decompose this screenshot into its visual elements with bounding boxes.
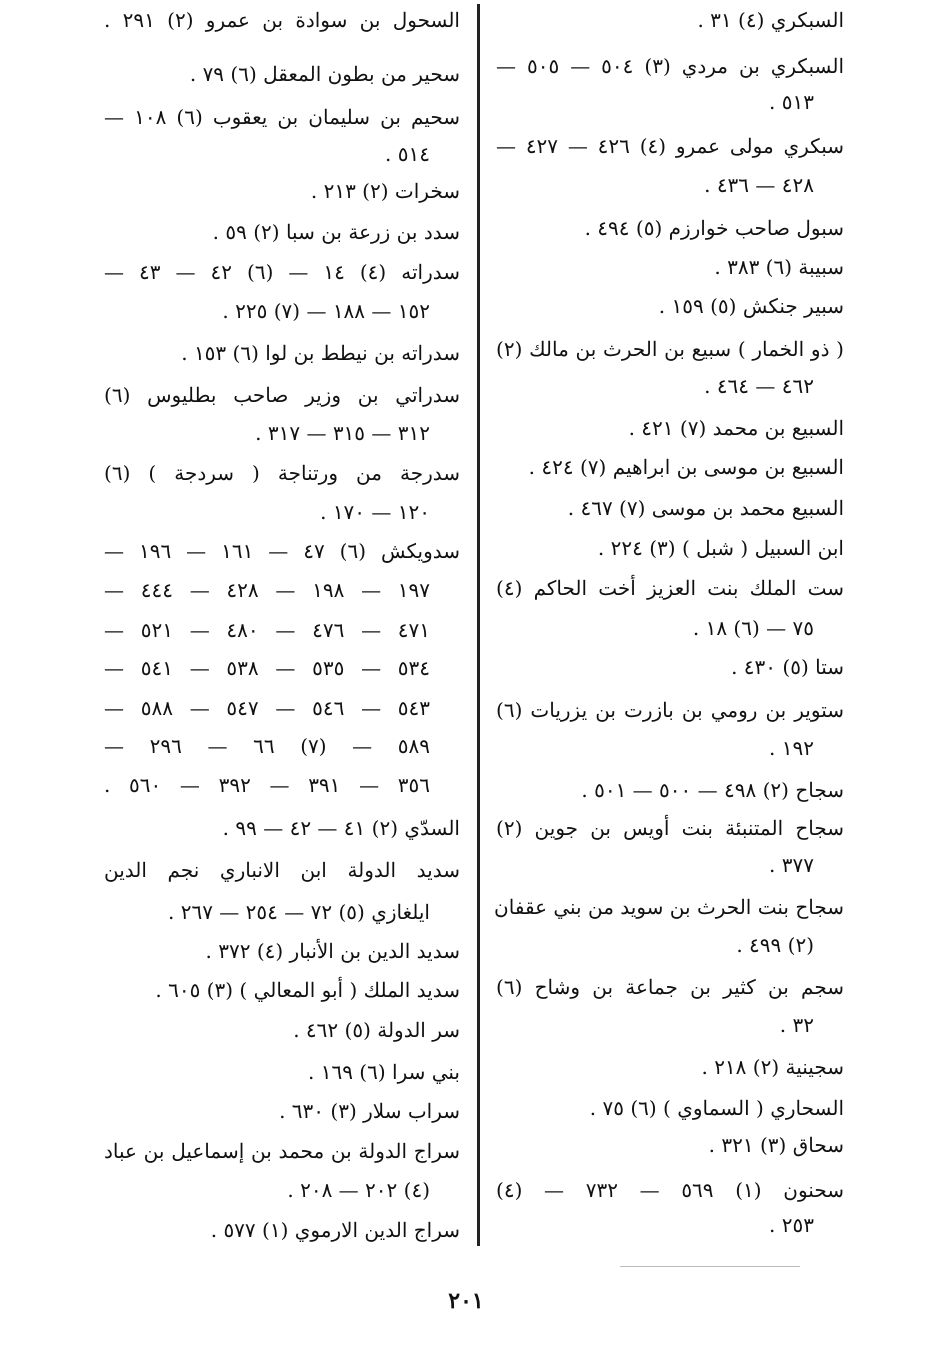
index-entry: سديد الدولة ابن الانباري نجم الدين xyxy=(104,858,460,882)
index-entry: سجاح المتنبئة بنت أويس بن جوين (٢) xyxy=(496,816,844,840)
index-entry-continuation: ٥٣٤ — ٥٣٥ — ٥٣٨ — ٥٤١ — xyxy=(104,656,431,680)
index-entry-continuation: ٢٥٣ . xyxy=(769,1213,814,1237)
index-entry: السبيع بن محمد (٧) ٤٢١ . xyxy=(628,416,844,440)
index-entry: سراج الدولة بن محمد بن إسماعيل بن عباد xyxy=(104,1139,460,1163)
index-entry-continuation: ٤٢٨ — ٤٣٦ . xyxy=(704,173,814,197)
index-entry: سجاح بنت الحرث بن سويد من بني عقفان xyxy=(494,895,844,919)
index-entry-continuation: ٤٧١ — ٤٧٦ — ٤٨٠ — ٥٢١ — xyxy=(104,618,431,642)
index-entry: ابن السبيل ( شبل ) (٣) ٢٢٤ . xyxy=(597,536,844,560)
index-entry: السبكري بن مردي (٣) ٥٠٤ — ٥٠٥ — xyxy=(496,54,845,78)
index-entry: ستوير بن رومي بن بازرت بن يزريات (٦) xyxy=(496,698,844,722)
index-entry-continuation: ٣٥٦ — ٣٩١ — ٣٩٢ — ٥٦٠ . xyxy=(104,773,430,797)
index-entry: سحنون (١) ٥٦٩ — ٧٣٢ — (٤) xyxy=(496,1178,844,1202)
column-divider xyxy=(477,4,480,1246)
index-entry: السبكري (٤) ٣١ . xyxy=(697,8,844,32)
index-entry: سبول صاحب خوارزم (٥) ٤٩٤ . xyxy=(584,216,844,240)
index-entry-continuation: ٥١٣ . xyxy=(769,90,814,114)
index-entry: سبير جنكش (٥) ١٥٩ . xyxy=(658,294,844,318)
index-entry: سديد الملك ( أبو المعالي ) (٣) ٦٠٥ . xyxy=(155,978,460,1002)
index-entry: السدّي (٢) ٤١ — ٤٢ — ٩٩ . xyxy=(222,816,460,840)
index-entry: السحاري ( السماوي ) (٦) ٧٥ . xyxy=(589,1096,844,1120)
index-entry-continuation: ٥١٤ . xyxy=(385,142,430,166)
index-entry-continuation: ١٥٢ — ١٨٨ — (٧) ٢٢٥ . xyxy=(222,299,430,323)
index-entry: سبيبة (٦) ٣٨٣ . xyxy=(714,255,844,279)
index-column-left: السحول بن سوادة بن عمرو (٢) ٢٩١ . سحير من… xyxy=(104,0,460,1260)
index-entry-continuation: ١٢٠ — ١٧٠ . xyxy=(320,500,430,524)
index-entry: السبيع محمد بن موسى (٧) ٤٦٧ . xyxy=(567,496,844,520)
index-entry: سراب سلار (٣) ٦٣٠ . xyxy=(279,1099,460,1123)
index-entry-continuation: ١٩٢ . xyxy=(769,736,814,760)
index-entry: بني سرا (٦) ١٦٩ . xyxy=(307,1060,460,1084)
index-entry: سر الدولة (٥) ٤٦٢ . xyxy=(293,1018,460,1042)
footer-rule xyxy=(620,1266,800,1267)
index-entry-continuation: ٥٤٣ — ٥٤٦ — ٥٤٧ — ٥٨٨ — xyxy=(104,696,431,720)
index-entry: سدرجة من ورتناجة ( سردجة ) (٦) xyxy=(104,461,460,485)
index-entry: سراج الدين الارموي (١) ٥٧٧ . xyxy=(210,1218,460,1242)
index-entry-continuation: ايلغازي (٥) ٧٢ — ٢٥٤ — ٢٦٧ . xyxy=(168,900,430,924)
index-entry: سدراته بن نيطط بن لوا (٦) ١٥٣ . xyxy=(181,341,460,365)
index-entry: سحاق (٣) ٣٢١ . xyxy=(708,1133,844,1157)
index-entry: سحيم بن سليمان بن يعقوب (٦) ١٠٨ — xyxy=(104,105,461,129)
index-entry: سدراته (٤) ١٤ — (٦) ٤٢ — ٤٣ — xyxy=(104,260,460,284)
index-entry: سدد بن زرعة بن سبا (٢) ٥٩ . xyxy=(212,220,460,244)
index-entry: ( ذو الخمار ) سبيع بن الحرث بن مالك (٢) xyxy=(496,337,844,361)
index-entry: السبيع بن موسى بن ابراهيم (٧) ٤٢٤ . xyxy=(528,455,844,479)
index-entry-continuation: ٣١٢ — ٣١٥ — ٣١٧ . xyxy=(255,421,430,445)
index-entry: سجينية (٢) ٢١٨ . xyxy=(701,1055,844,1079)
index-entry: سديد الدين بن الأنبار (٤) ٣٧٢ . xyxy=(205,939,460,963)
index-entry: سجاح (٢) ٤٩٨ — ٥٠٠ — ٥٠١ . xyxy=(581,778,844,802)
index-entry-continuation: ٣٧٧ . xyxy=(769,853,814,877)
index-entry-continuation: ٣٢ . xyxy=(779,1013,814,1037)
index-entry: سجم بن كثير بن جماعة بن وشاح (٦) xyxy=(496,975,844,999)
index-entry-continuation: (٢) ٤٩٩ . xyxy=(736,933,814,957)
index-entry-continuation: ٤٦٢ — ٤٦٤ . xyxy=(704,374,814,398)
index-column-right: السبكري (٤) ٣١ . السبكري بن مردي (٣) ٥٠٤ … xyxy=(494,0,845,1260)
index-entry: سدراتي بن وزير صاحب بطليوس (٦) xyxy=(104,383,460,407)
index-entry: ستا (٥) ٤٣٠ . xyxy=(731,655,844,679)
index-entry-continuation: ١٩٧ — ١٩٨ — ٤٢٨ — ٤٤٤ — xyxy=(104,578,431,602)
page-number: ٢٠١ xyxy=(448,1288,484,1314)
index-entry-continuation: ٧٥ — (٦) ١٨ . xyxy=(692,616,814,640)
index-entry: سحير من بطون المعقل (٦) ٧٩ . xyxy=(189,62,460,86)
index-entry: سدويكش (٦) ٤٧ — ١٦١ — ١٩٦ — xyxy=(104,539,461,563)
index-entry: سخرات (٢) ٢١٣ . xyxy=(310,179,460,203)
index-entry-continuation: (٤) ٢٠٢ — ٢٠٨ . xyxy=(287,1178,430,1202)
index-entry: ست الملك بنت العزيز أخت الحاكم (٤) xyxy=(496,576,844,600)
index-entry: السحول بن سوادة بن عمرو (٢) ٢٩١ . xyxy=(104,8,460,32)
index-entry: سبكري مولى عمرو (٤) ٤٢٦ — ٤٢٧ — xyxy=(496,134,844,158)
index-entry-continuation: ٥٨٩ — (٧) ٦٦ — ٢٩٦ — xyxy=(104,734,431,758)
